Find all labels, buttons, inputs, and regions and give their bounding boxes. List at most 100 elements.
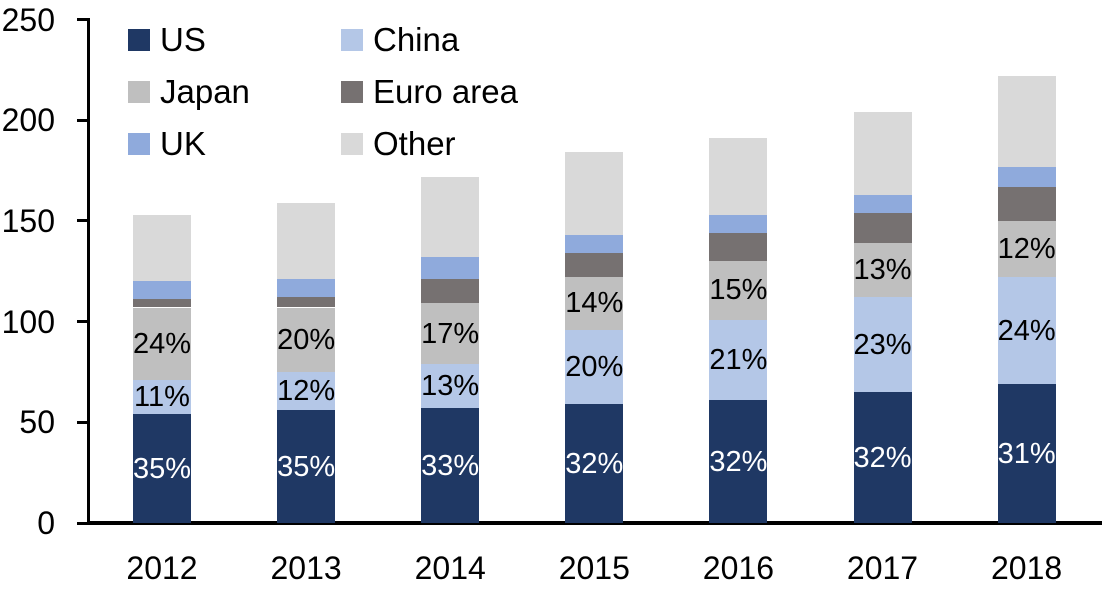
segment-label-china-2016: 21% (709, 343, 768, 376)
bar-segment-us-2017 (853, 392, 912, 523)
x-axis-label-2018: 2018 (991, 550, 1063, 586)
bar-segment-euro-area-2013 (277, 297, 336, 308)
segment-label-japan-2015: 14% (565, 287, 624, 320)
x-axis-line (87, 521, 1102, 525)
segment-label-china-2013: 12% (277, 375, 336, 408)
bar-segment-uk-2012 (133, 281, 191, 300)
x-axis-label-2013: 2013 (270, 550, 342, 586)
x-axis-label-2015: 2015 (558, 550, 630, 586)
bar-segment-china-2014 (421, 363, 480, 409)
segment-label-china-2012: 11% (134, 381, 190, 414)
bar-segment-china-2013 (277, 371, 336, 411)
legend-label-other: Other (373, 125, 456, 162)
y-axis-tick (77, 219, 90, 223)
segment-label-us-2012: 35% (132, 452, 192, 485)
bar-segment-uk-2014 (421, 257, 480, 280)
bar-segment-china-2015 (565, 329, 624, 405)
bar-segment-other-2015 (565, 152, 624, 235)
legend-swatch-other (341, 133, 363, 155)
segment-label-china-2014: 13% (421, 370, 480, 403)
x-axis-label-2012: 2012 (126, 550, 198, 586)
bar-segment-uk-2013 (277, 279, 336, 298)
legend-label-euro-area: Euro area (373, 73, 518, 110)
legend-item-euro-area: Euro area (341, 66, 554, 118)
bar-segment-other-2014 (421, 176, 480, 258)
segment-label-japan-2016: 15% (709, 274, 768, 307)
bar-segment-japan-2017 (853, 243, 912, 298)
bar-segment-us-2015 (565, 404, 624, 523)
y-axis-tick (77, 18, 90, 21)
bar-segment-euro-area-2017 (853, 212, 912, 244)
legend-label-japan: Japan (160, 73, 250, 110)
bar-segment-other-2018 (997, 75, 1056, 167)
bar-segment-china-2016 (709, 319, 768, 401)
bar-segment-euro-area-2012 (133, 299, 191, 308)
segment-label-japan-2017: 13% (853, 254, 912, 287)
y-axis-line (87, 19, 90, 525)
segment-label-china-2017: 23% (853, 328, 912, 361)
bar-segment-other-2013 (277, 202, 336, 280)
bar-segment-us-2014 (421, 408, 480, 523)
bar-segment-euro-area-2018 (997, 186, 1056, 221)
bar-segment-euro-area-2014 (421, 279, 480, 304)
bar-segment-japan-2016 (709, 261, 768, 320)
bar-segment-china-2012 (133, 380, 191, 415)
legend-item-japan: Japan (128, 66, 341, 118)
segment-label-us-2014: 33% (421, 449, 480, 482)
legend-swatch-euro-area (341, 81, 363, 103)
bar-segment-us-2018 (997, 384, 1056, 523)
legend-item-us: US (128, 14, 341, 66)
y-axis-tick-label: 250 (1, 1, 55, 38)
bar-segment-japan-2013 (277, 307, 336, 372)
segment-label-us-2018: 31% (997, 437, 1056, 470)
legend-swatch-uk (128, 133, 150, 155)
legend-item-other: Other (341, 118, 554, 170)
segment-label-china-2018: 24% (997, 314, 1056, 347)
x-axis-label-2016: 2016 (702, 550, 774, 586)
legend-label-us: US (160, 21, 206, 58)
legend-swatch-japan (128, 81, 150, 103)
segment-label-us-2013: 35% (277, 450, 336, 483)
bar-segment-uk-2016 (709, 214, 768, 233)
segment-label-china-2015: 20% (565, 350, 624, 383)
bar-segment-euro-area-2015 (565, 253, 624, 278)
y-axis-tick (77, 420, 90, 424)
y-axis-tick (77, 521, 90, 525)
bar-segment-japan-2012 (133, 307, 191, 380)
y-axis-tick-label: 100 (1, 303, 55, 340)
bar-segment-japan-2018 (997, 220, 1056, 278)
x-axis-label-2017: 2017 (846, 550, 919, 586)
legend-swatch-us (128, 29, 150, 51)
legend-label-china: China (373, 21, 460, 58)
y-axis-tick (77, 320, 90, 324)
bar-segment-japan-2015 (565, 277, 624, 330)
y-axis-tick (77, 118, 90, 122)
segment-label-japan-2012: 24% (132, 327, 192, 360)
segment-label-us-2017: 32% (853, 441, 912, 474)
legend-label-uk: UK (160, 125, 206, 162)
x-axis-label-2014: 2014 (414, 550, 486, 586)
bar-segment-us-2012 (133, 414, 191, 523)
bar-segment-euro-area-2016 (709, 232, 768, 262)
bar-segment-us-2016 (709, 400, 768, 523)
legend-item-china: China (341, 14, 554, 66)
chart-legend: US Japan UK China Euro area Other (128, 14, 554, 170)
bar-segment-other-2016 (709, 138, 768, 215)
bar-segment-us-2013 (277, 410, 336, 523)
bar-segment-other-2012 (133, 214, 191, 282)
segment-label-japan-2014: 17% (421, 317, 480, 350)
y-axis-tick-label: 50 (19, 404, 55, 441)
y-axis-tick-label: 0 (37, 505, 55, 541)
bar-segment-uk-2018 (997, 166, 1056, 187)
segment-label-japan-2018: 12% (997, 233, 1056, 266)
bar-segment-uk-2017 (853, 194, 912, 213)
y-axis-tick-label: 200 (1, 102, 55, 139)
segment-label-japan-2013: 20% (277, 323, 336, 356)
bar-segment-china-2017 (853, 297, 912, 393)
segment-label-us-2016: 32% (709, 445, 768, 478)
bar-segment-japan-2014 (421, 303, 480, 364)
legend-swatch-china (341, 29, 363, 51)
bar-segment-china-2018 (997, 277, 1056, 385)
